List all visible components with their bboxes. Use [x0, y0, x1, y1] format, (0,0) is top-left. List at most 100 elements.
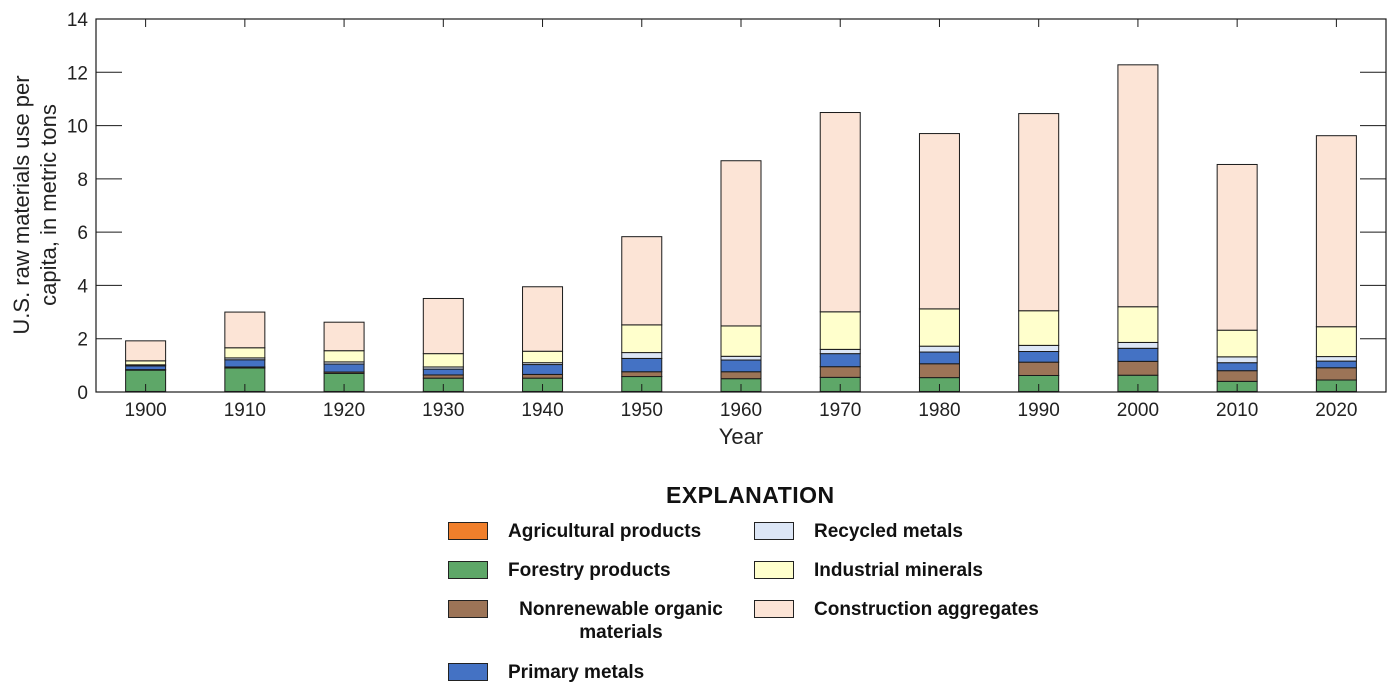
bar-segment-recycled-metals-1950	[621, 352, 663, 359]
bar-segment-primary-metals-2000	[1117, 347, 1159, 362]
legend-label-industrial-minerals: Industrial minerals	[814, 560, 983, 581]
x-axis-title: Year	[719, 424, 763, 449]
legend-item-recycled-metals: Recycled metals	[754, 520, 963, 543]
legend-swatch-nonrenewable-organic-materials	[448, 600, 488, 618]
legend-swatch-primary-metals	[448, 663, 488, 681]
bar-segment-nonrenewable-organic-materials-1970	[819, 366, 861, 378]
x-tick-label-2010: 2010	[1216, 400, 1258, 421]
legend-item-primary-metals: Primary metals	[448, 661, 644, 684]
legend-label-recycled-metals: Recycled metals	[814, 521, 963, 542]
y-axis-title-line-1: U.S. raw materials use per	[9, 75, 34, 334]
legend-item-nonrenewable-organic-materials: Nonrenewable organic materials	[448, 598, 736, 644]
bar-segment-primary-metals-1990	[1018, 351, 1060, 363]
bar-segment-nonrenewable-organic-materials-1950	[621, 371, 663, 378]
bar-segment-primary-metals-1980	[918, 351, 960, 365]
legend-label-forestry-products: Forestry products	[508, 560, 671, 581]
axes-layer: 1900 1910 1920 1930 1940 1950 1960 1970 1980 1990…	[67, 10, 1387, 421]
bar-segment-construction-aggregates-1970	[819, 112, 861, 313]
x-tick-label-1900: 1900	[124, 400, 166, 421]
y-tick-label-4: 4	[77, 276, 88, 297]
bar-segment-primary-metals-1950	[621, 357, 663, 373]
legend-label-agricultural-products: Agricultural products	[508, 521, 702, 542]
legend-item-agricultural-products: Agricultural products	[448, 520, 701, 543]
bar-segment-recycled-metals-2000	[1117, 341, 1159, 349]
legend-item-industrial-minerals: Industrial minerals	[754, 559, 983, 582]
bar-segment-construction-aggregates-1980	[918, 133, 960, 310]
bar-segment-construction-aggregates-2000	[1117, 64, 1159, 308]
bar-segment-construction-aggregates-1950	[621, 236, 663, 326]
bar-segment-primary-metals-1970	[819, 353, 861, 368]
bar-segment-industrial-minerals-1970	[819, 311, 861, 350]
legend-swatch-construction-aggregates	[754, 600, 794, 618]
x-tick-label-1990: 1990	[1018, 400, 1060, 421]
x-tick-label-2020: 2020	[1315, 400, 1357, 421]
bar-segment-industrial-minerals-1900	[125, 360, 167, 366]
bar-segment-construction-aggregates-1940	[522, 286, 564, 352]
bar-segment-recycled-metals-2020	[1315, 356, 1357, 362]
bar-segment-industrial-minerals-2020	[1315, 326, 1357, 358]
legend-item-forestry-products: Forestry products	[448, 559, 671, 582]
legend-swatch-recycled-metals	[754, 522, 794, 540]
bar-segment-construction-aggregates-1960	[720, 160, 762, 327]
bar-segment-recycled-metals-1980	[918, 345, 960, 353]
bar-segment-industrial-minerals-1930	[422, 353, 464, 368]
x-tick-label-1960: 1960	[720, 400, 762, 421]
bar-segment-industrial-minerals-1990	[1018, 310, 1060, 346]
y-tick-label-10: 10	[67, 117, 88, 138]
bar-segment-recycled-metals-2010	[1216, 356, 1258, 364]
x-tick-label-1980: 1980	[918, 400, 960, 421]
bar-segment-nonrenewable-organic-materials-1990	[1018, 361, 1060, 376]
x-tick-label-1950: 1950	[621, 400, 663, 421]
bar-segment-construction-aggregates-1910	[224, 311, 266, 349]
x-tick-label-1940: 1940	[521, 400, 563, 421]
x-tick-label-1970: 1970	[819, 400, 861, 421]
bars-layer	[125, 64, 1357, 393]
bar-segment-primary-metals-1940	[522, 364, 564, 375]
bar-segment-industrial-minerals-1940	[522, 350, 564, 364]
bar-segment-nonrenewable-organic-materials-1960	[720, 371, 762, 380]
legend-label-construction-aggregates: Construction aggregates	[814, 599, 1039, 620]
x-tick-label-1930: 1930	[422, 400, 464, 421]
bar-segment-construction-aggregates-2020	[1315, 135, 1357, 328]
legend-swatch-forestry-products	[448, 561, 488, 579]
legend-swatch-industrial-minerals	[754, 561, 794, 579]
bar-segment-industrial-minerals-1910	[224, 347, 266, 359]
bar-segment-industrial-minerals-1960	[720, 325, 762, 357]
legend-label-nonrenewable-organic-materials: Nonrenewable organic materials	[519, 599, 723, 643]
bar-segment-industrial-minerals-1950	[621, 324, 663, 354]
bar-segment-primary-metals-2020	[1315, 360, 1357, 369]
bar-segment-nonrenewable-organic-materials-2010	[1216, 370, 1258, 382]
bar-segment-industrial-minerals-2010	[1216, 329, 1258, 358]
y-tick-label-2: 2	[77, 330, 88, 351]
bar-segment-construction-aggregates-1920	[323, 321, 365, 352]
x-tick-label-1910: 1910	[224, 400, 266, 421]
bar-segment-nonrenewable-organic-materials-2020	[1315, 367, 1357, 381]
legend-label-primary-metals: Primary metals	[508, 662, 645, 683]
bar-segment-construction-aggregates-1930	[422, 297, 464, 355]
bar-segment-recycled-metals-1990	[1018, 344, 1060, 353]
y-tick-label-8: 8	[77, 170, 88, 191]
bar-segment-nonrenewable-organic-materials-2000	[1117, 360, 1159, 376]
legend-swatch-agricultural-products	[448, 522, 488, 540]
x-tick-label-1920: 1920	[323, 400, 365, 421]
bar-segment-construction-aggregates-2010	[1216, 163, 1258, 331]
bar-segment-construction-aggregates-1900	[125, 340, 167, 362]
bar-segment-primary-metals-1910	[224, 359, 266, 368]
bar-segment-industrial-minerals-1980	[918, 308, 960, 347]
y-axis-title-line-2: capita, in metric tons	[36, 104, 61, 306]
y-tick-label-12: 12	[67, 63, 88, 84]
legend-item-construction-aggregates: Construction aggregates	[754, 598, 1039, 621]
y-tick-label-14: 14	[67, 10, 89, 31]
legend: EXPLANATION Agricultural products Forest…	[448, 482, 1088, 687]
y-tick-label-0: 0	[77, 383, 88, 404]
bar-segment-industrial-minerals-2000	[1117, 306, 1159, 343]
plot-frame	[95, 18, 1387, 393]
bar-segment-nonrenewable-organic-materials-1980	[918, 363, 960, 379]
bar-segment-recycled-metals-1970	[819, 348, 861, 355]
bar-segment-primary-metals-1960	[720, 359, 762, 373]
bar-segment-primary-metals-2010	[1216, 362, 1258, 372]
bar-segment-primary-metals-1900	[125, 365, 167, 371]
bar-segment-industrial-minerals-1920	[323, 350, 365, 363]
x-tick-label-2000: 2000	[1117, 400, 1159, 421]
